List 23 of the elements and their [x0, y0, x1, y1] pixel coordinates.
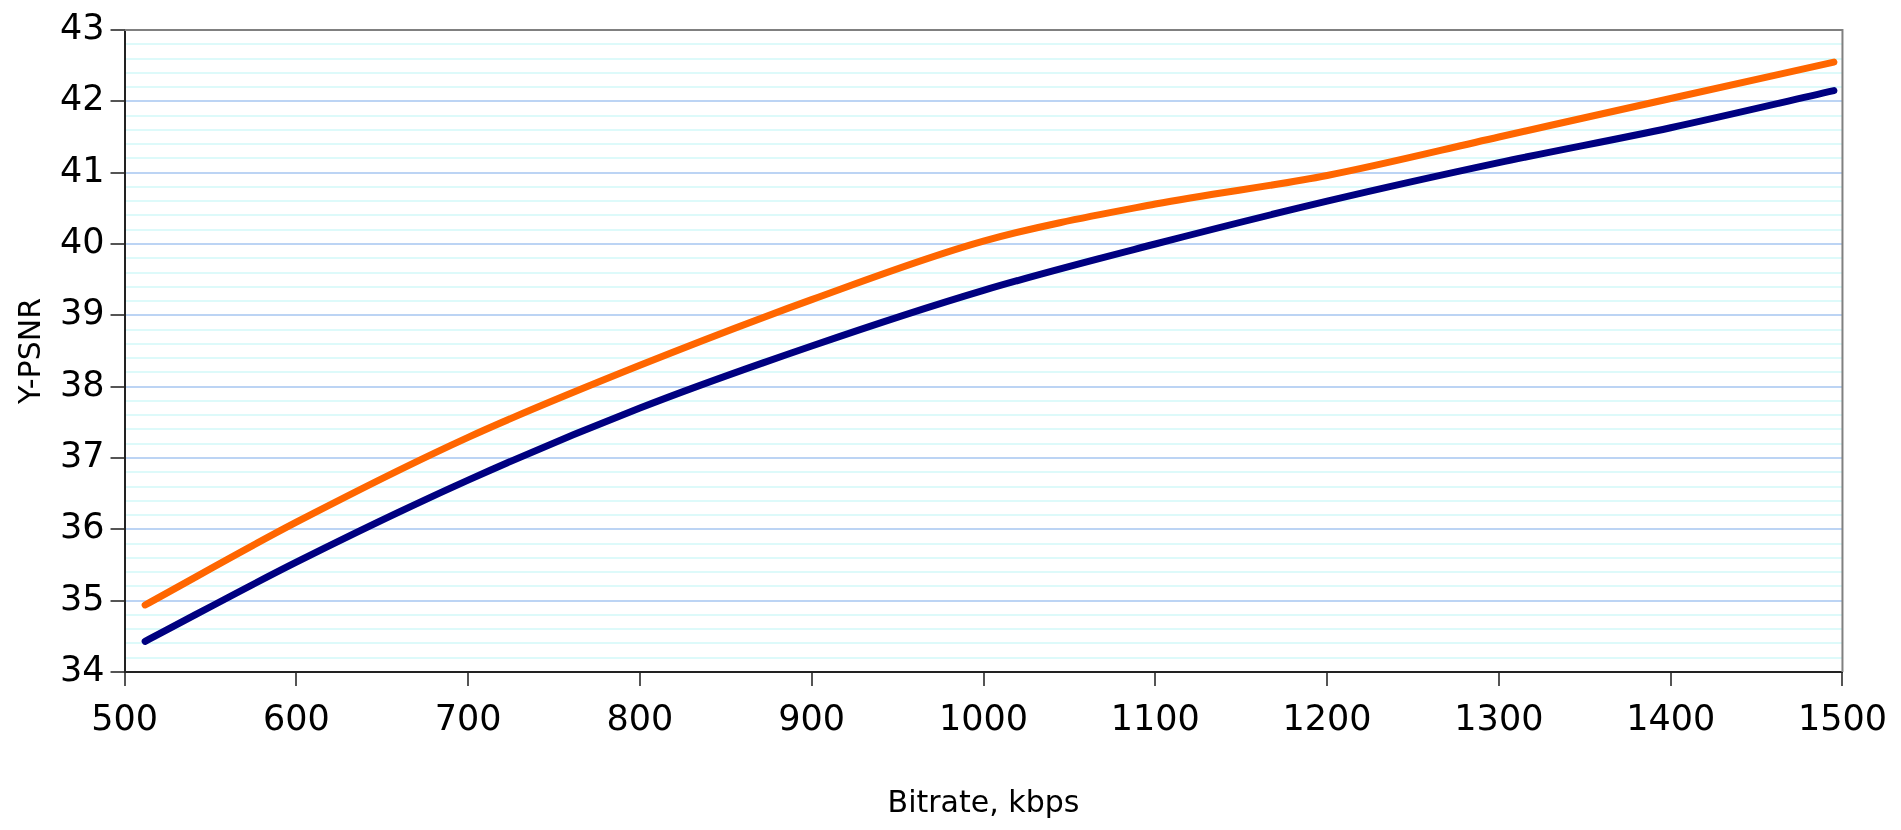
x-tick-label: 1300 [1454, 698, 1544, 739]
x-tick-label: 1100 [1110, 698, 1200, 739]
x-tick-label: 1400 [1626, 698, 1716, 739]
x-tick-label: 1200 [1282, 698, 1372, 739]
x-tick-label: 1000 [938, 698, 1029, 739]
x-tick-label: 500 [91, 698, 158, 739]
y-tick-label: 41 [59, 149, 105, 190]
x-tick-label: 1500 [1797, 698, 1887, 739]
x-tick-label: 700 [434, 698, 502, 739]
y-tick-label: 42 [59, 78, 105, 119]
x-tick-label: 600 [262, 698, 330, 739]
y-tick-label: 37 [59, 435, 105, 476]
x-tick-label: 800 [606, 698, 674, 739]
y-tick-label: 36 [59, 506, 105, 547]
y-tick-label: 43 [59, 7, 105, 48]
x-axis-title: Bitrate, kbps [887, 783, 1080, 819]
y-tick-label: 34 [59, 649, 105, 690]
y-tick-label: 38 [59, 363, 105, 404]
x-tick-label: 900 [778, 698, 846, 739]
y-axis-title: Y-PSNR [11, 297, 47, 406]
y-tick-label: 39 [59, 292, 105, 333]
y-tick-label: 40 [59, 221, 105, 262]
y-tick-label: 35 [59, 577, 105, 618]
